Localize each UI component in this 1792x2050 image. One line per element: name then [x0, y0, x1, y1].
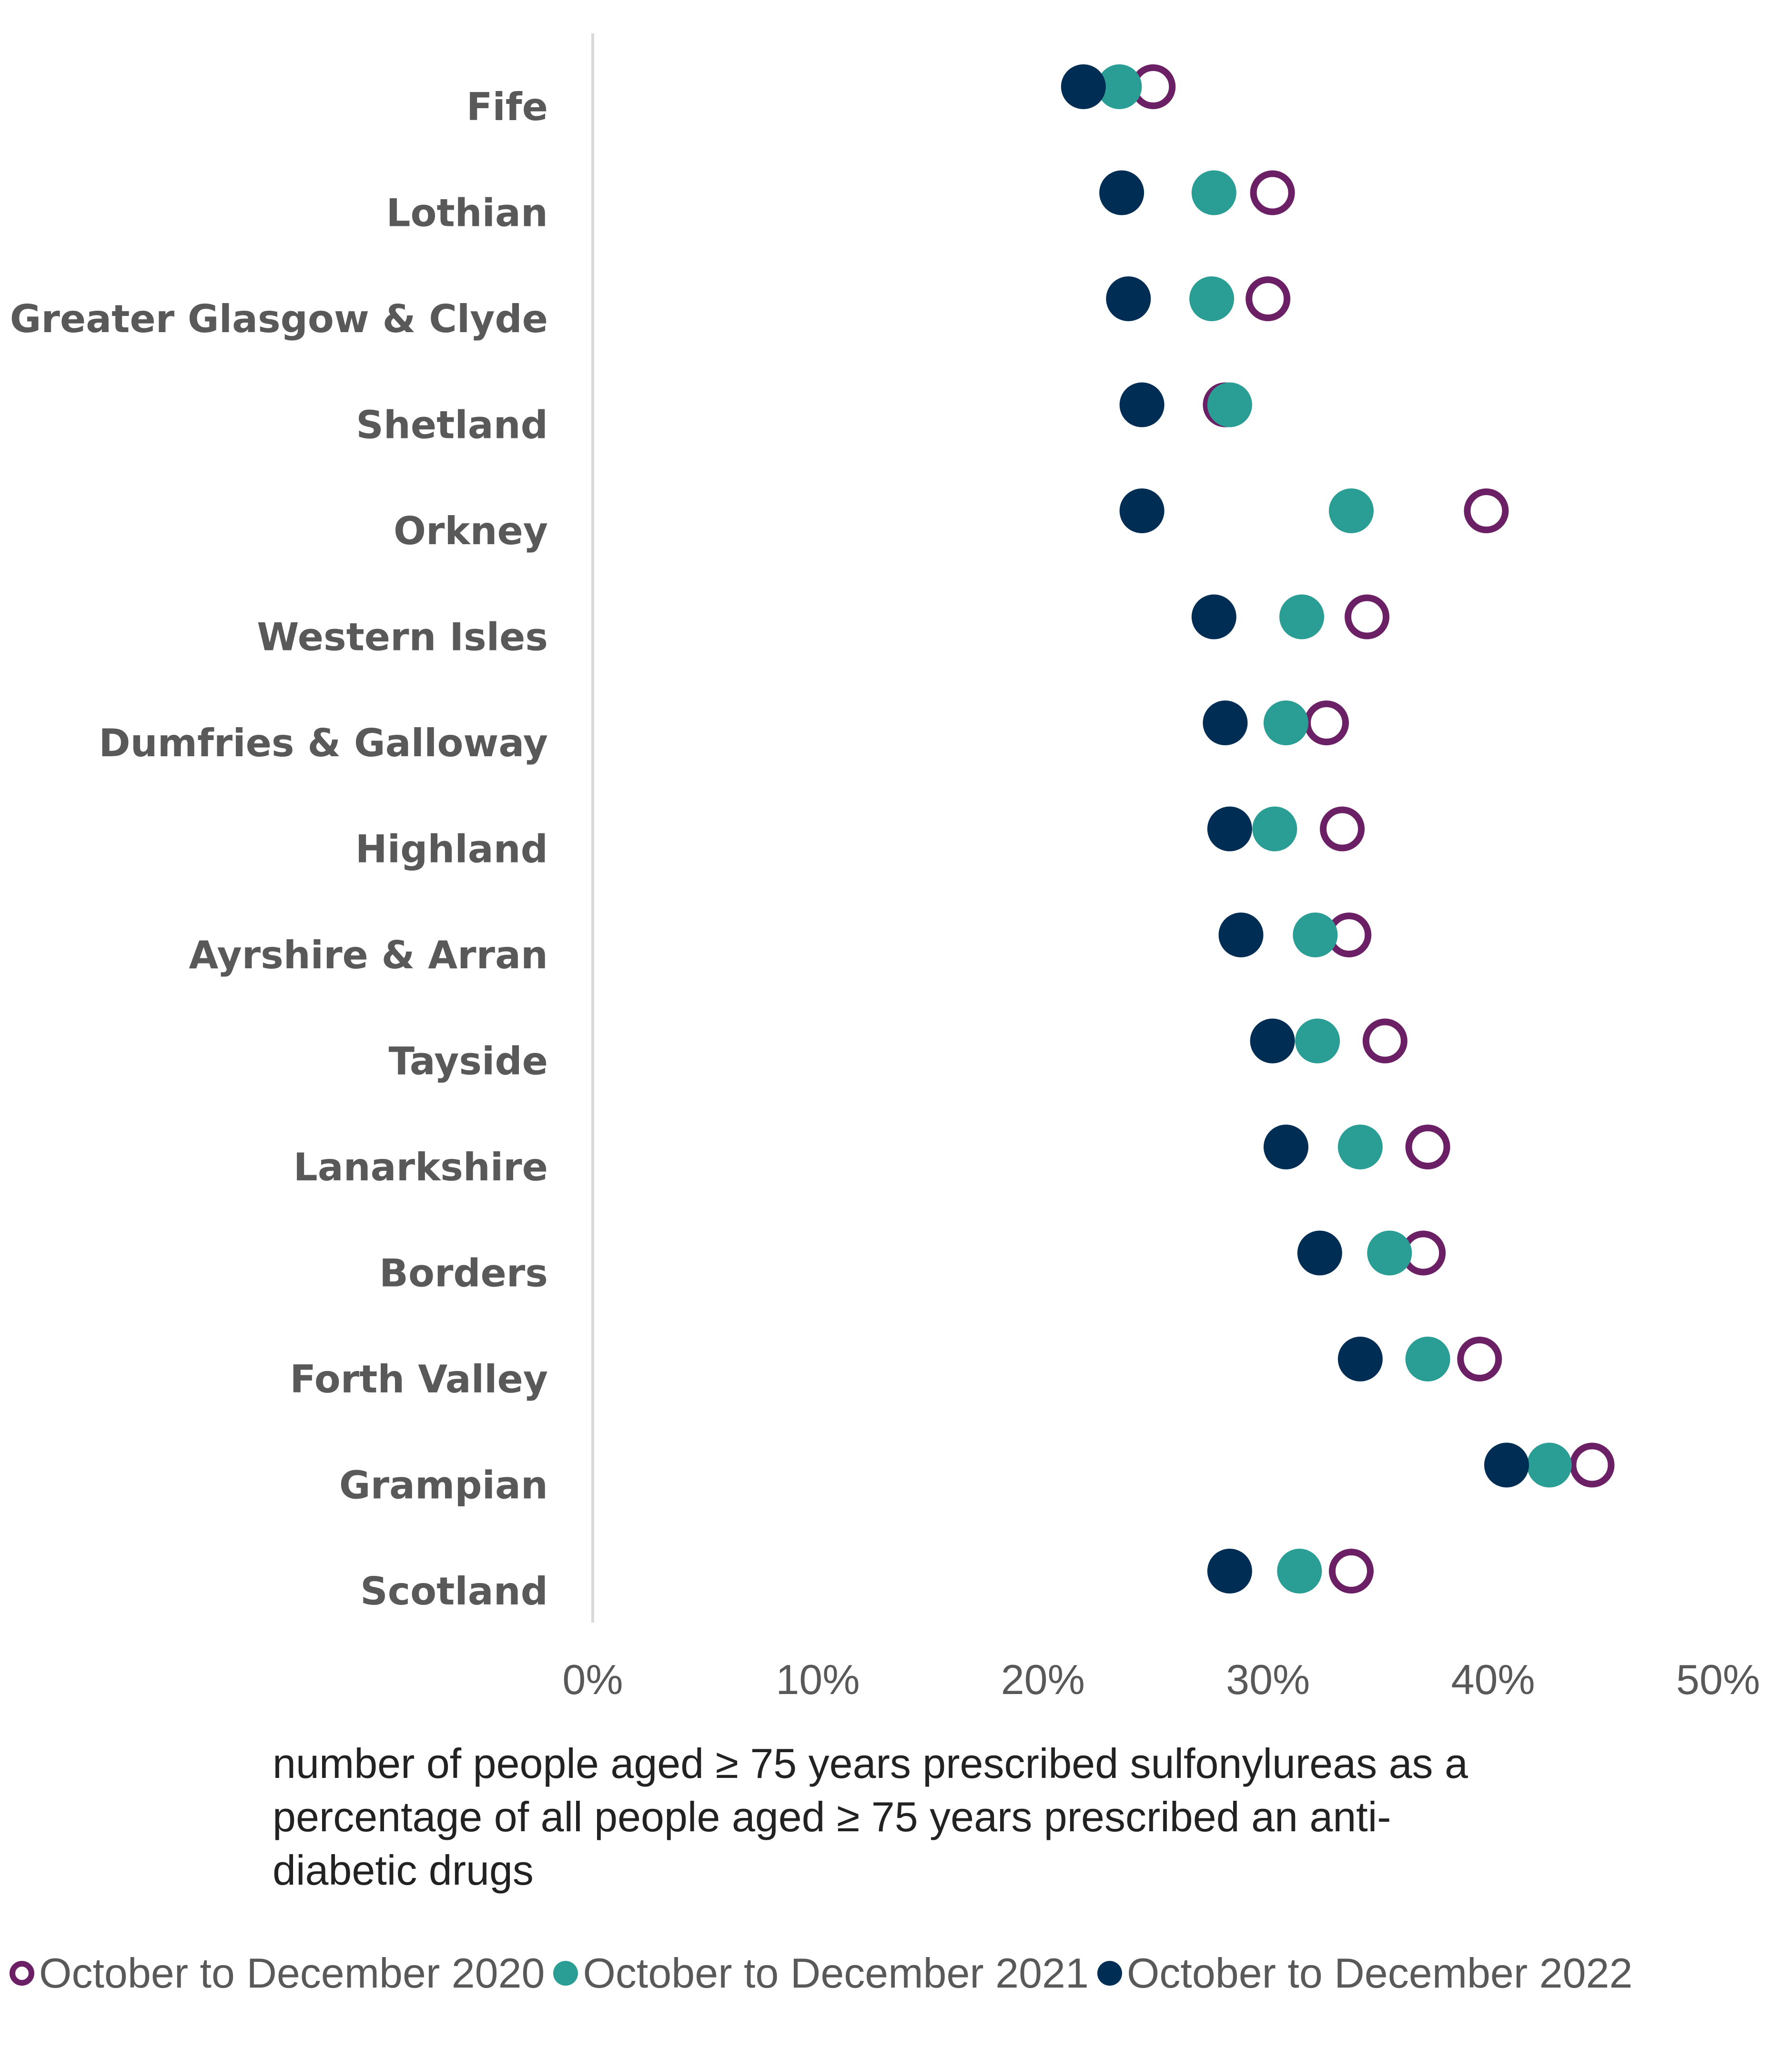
data-point — [1328, 1549, 1374, 1593]
category-label: Forth Valley — [290, 1357, 548, 1401]
filled-circle-icon — [1097, 1961, 1122, 1986]
category-label: Fife — [466, 85, 548, 129]
data-point — [1245, 276, 1291, 321]
data-point — [1464, 488, 1509, 533]
filled-circle-icon — [553, 1961, 578, 1986]
data-point — [1295, 1018, 1340, 1064]
category-label: Borders — [379, 1251, 548, 1296]
data-point — [1218, 913, 1264, 957]
data-point — [1405, 1337, 1450, 1381]
category-label: Orkney — [394, 509, 548, 553]
data-point — [1277, 1549, 1322, 1593]
category-label: Highland — [355, 827, 548, 872]
data-point — [1061, 64, 1106, 109]
category-label: Scotland — [360, 1569, 548, 1614]
data-point — [1119, 488, 1164, 533]
data-point — [1362, 1018, 1407, 1064]
x-axis-title-line: number of people aged ≥ 75 years prescri… — [273, 1740, 1468, 1787]
category-label: Greater Glasgow & Clyde — [10, 297, 548, 341]
x-axis-title-line: percentage of all people aged ≥ 75 years… — [273, 1793, 1391, 1840]
data-point — [1297, 1230, 1342, 1276]
x-tick-label: 30% — [1226, 1656, 1310, 1703]
data-point — [1263, 700, 1308, 745]
data-point — [1099, 170, 1144, 215]
x-tick-label: 20% — [1001, 1656, 1085, 1703]
legend-label: October to December 2022 — [1126, 1949, 1633, 1997]
x-tick-label: 50% — [1676, 1656, 1760, 1703]
x-tick-label: 0% — [562, 1656, 623, 1703]
data-point — [1337, 1337, 1383, 1381]
data-point — [1207, 1549, 1252, 1593]
category-label: Tayside — [389, 1039, 548, 1084]
data-point — [1263, 1125, 1308, 1169]
data-point — [1293, 913, 1338, 957]
data-point — [1320, 806, 1365, 852]
data-point — [1337, 1125, 1383, 1169]
data-point — [1569, 1442, 1615, 1488]
data-point — [1367, 1230, 1412, 1276]
data-point — [1279, 594, 1325, 639]
x-tick-label: 10% — [776, 1656, 860, 1703]
data-point — [1250, 1018, 1295, 1064]
x-axis-title: number of people aged ≥ 75 years prescri… — [273, 1737, 1702, 1897]
category-label: Western Isles — [257, 615, 548, 660]
data-point — [1191, 594, 1236, 639]
data-point — [1328, 488, 1374, 533]
category-label: Dumfries & Galloway — [99, 721, 548, 765]
legend-label: October to December 2021 — [583, 1949, 1089, 1997]
category-label: Lothian — [386, 191, 548, 235]
legend: October to December 2020 October to Dece… — [10, 1949, 1641, 1998]
data-point — [1304, 700, 1349, 745]
data-point — [1457, 1337, 1502, 1381]
data-point — [1252, 806, 1297, 852]
data-point — [1097, 64, 1142, 109]
category-label: Grampian — [339, 1463, 548, 1508]
data-point — [1250, 170, 1295, 215]
data-point — [1405, 1125, 1450, 1169]
category-label: Ayrshire & Arran — [189, 933, 548, 977]
data-point — [1106, 276, 1151, 321]
data-point — [1207, 382, 1252, 427]
dot-plot-chart: Fife Lothian Greater Glasgow & Clyde Shetla… — [10, 33, 1760, 1703]
data-point — [1527, 1442, 1572, 1488]
x-tick-label: 40% — [1451, 1656, 1535, 1703]
legend-item-2021: October to December 2021 — [553, 1949, 1089, 1998]
category-label: Shetland — [356, 403, 548, 447]
data-point — [1203, 700, 1248, 745]
data-point — [1189, 276, 1235, 321]
data-point — [1207, 806, 1252, 852]
data-point — [1345, 594, 1390, 639]
legend-label: October to December 2020 — [39, 1949, 545, 1997]
legend-item-2020: October to December 2020 — [10, 1949, 545, 1998]
data-point — [1191, 170, 1236, 215]
data-point — [1484, 1442, 1529, 1488]
category-label: Lanarkshire — [294, 1145, 548, 1189]
data-point — [1119, 382, 1164, 427]
legend-item-2022: October to December 2022 — [1097, 1949, 1632, 1998]
hollow-circle-icon — [10, 1961, 34, 1986]
x-axis-title-line: diabetic drugs — [273, 1847, 534, 1894]
